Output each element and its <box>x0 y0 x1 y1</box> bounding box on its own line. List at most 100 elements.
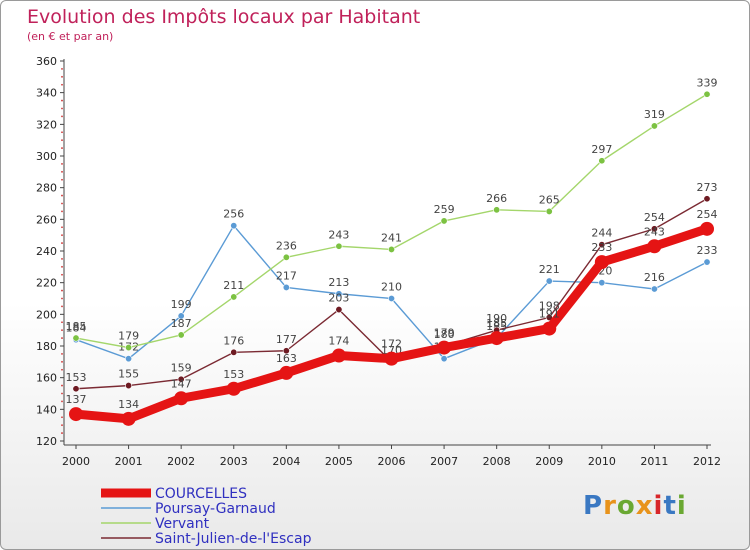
data-point <box>335 290 343 298</box>
logo-letter: i <box>653 491 664 521</box>
data-point <box>282 347 290 355</box>
y-minor-tick <box>61 392 63 395</box>
data-point <box>598 241 606 249</box>
y-minor-tick <box>61 107 63 110</box>
y-tick-label: 180 <box>36 340 57 353</box>
data-point <box>387 245 395 253</box>
y-minor-tick <box>61 68 63 70</box>
y-tick-label: 120 <box>36 435 57 448</box>
data-point <box>594 255 609 270</box>
data-point <box>69 407 83 422</box>
data-label: 273 <box>697 181 718 194</box>
data-label: 176 <box>223 334 244 347</box>
y-minor-tick <box>61 329 63 332</box>
data-label: 217 <box>276 269 297 282</box>
y-minor-tick <box>61 305 63 308</box>
logo-letter: P <box>583 491 604 521</box>
y-tick-label: 140 <box>36 403 57 416</box>
data-label: 297 <box>591 143 612 156</box>
data-label: 243 <box>644 225 665 238</box>
x-tick-label: 2012 <box>693 455 721 468</box>
data-point <box>700 221 714 236</box>
data-point <box>650 122 658 130</box>
data-label: 213 <box>328 276 349 289</box>
data-label: 319 <box>644 108 665 121</box>
y-minor-tick <box>61 384 63 387</box>
data-point <box>121 411 136 426</box>
y-minor-tick <box>61 170 63 173</box>
data-point <box>650 225 658 233</box>
data-label: 137 <box>66 393 87 406</box>
legend-item: Poursay-Garnaud <box>101 501 276 517</box>
chart-title: Evolution des Impôts locaux par Habitant <box>27 6 421 28</box>
y-minor-tick <box>61 178 63 181</box>
data-label: 190 <box>486 312 507 325</box>
data-label: 155 <box>118 368 139 381</box>
data-point <box>437 340 452 355</box>
data-label: 254 <box>697 208 718 221</box>
data-label: 339 <box>697 76 718 89</box>
data-label: 233 <box>697 244 718 257</box>
data-point <box>493 206 501 214</box>
data-point <box>703 90 711 98</box>
data-label: 147 <box>171 377 192 390</box>
data-label: 259 <box>434 203 455 216</box>
data-label: 179 <box>434 327 455 340</box>
data-point <box>545 277 553 285</box>
y-minor-tick <box>61 321 63 324</box>
x-tick-label: 2009 <box>535 455 563 468</box>
y-tick-label: 200 <box>36 308 57 321</box>
data-label: 243 <box>328 228 349 241</box>
data-point <box>331 348 346 363</box>
data-label: 185 <box>486 317 507 330</box>
data-label: 191 <box>539 308 560 321</box>
series-vervant: 185 179 187 211 236 243 241 259 266 265 297 319 339 <box>66 76 718 352</box>
y-minor-tick <box>61 258 63 260</box>
data-label: 211 <box>223 279 244 292</box>
y-tick-label: 300 <box>36 150 57 163</box>
data-label: 163 <box>276 352 297 365</box>
data-point <box>489 331 504 346</box>
data-point <box>335 242 343 250</box>
y-minor-tick <box>61 202 63 205</box>
y-tick-label: 220 <box>36 277 57 290</box>
y-minor-tick <box>61 139 63 142</box>
y-minor-tick <box>61 273 63 276</box>
y-minor-tick <box>61 360 63 363</box>
y-tick-label: 160 <box>36 372 57 385</box>
data-point <box>650 285 658 293</box>
x-tick-label: 2010 <box>588 455 616 468</box>
y-minor-tick <box>61 242 63 244</box>
logo-letter: i <box>676 491 687 521</box>
proxiti-logo: Proxiti <box>583 491 687 521</box>
x-tick-label: 2006 <box>378 455 406 468</box>
x-tick-label: 2002 <box>167 455 195 468</box>
data-label: 153 <box>66 371 87 384</box>
data-point <box>542 321 557 336</box>
y-minor-tick <box>61 75 63 78</box>
y-minor-tick <box>61 210 63 213</box>
data-label: 236 <box>276 239 297 252</box>
legend-item: Saint-Julien-de-l'Escap <box>101 531 312 547</box>
data-point <box>226 381 241 396</box>
y-minor-tick <box>61 194 63 197</box>
legend-item: COURCELLES <box>101 486 247 502</box>
data-label: 244 <box>591 227 612 240</box>
data-label: 203 <box>328 292 349 305</box>
y-minor-tick <box>61 424 63 427</box>
legend-label: COURCELLES <box>155 486 247 502</box>
data-label: 184 <box>66 322 87 335</box>
x-tick-label: 2011 <box>640 455 668 468</box>
logo-letter: o <box>616 491 636 521</box>
data-point <box>598 157 606 165</box>
logo-letter: t <box>663 491 677 521</box>
data-point <box>335 306 343 314</box>
data-point <box>703 195 711 203</box>
y-minor-tick <box>61 289 63 292</box>
y-minor-tick <box>61 337 63 339</box>
data-point <box>177 331 185 339</box>
data-label: 199 <box>171 298 192 311</box>
data-point <box>125 382 133 390</box>
data-label: 185 <box>66 320 87 333</box>
